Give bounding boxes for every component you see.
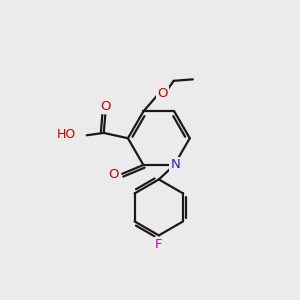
Text: F: F	[155, 238, 163, 251]
Text: O: O	[157, 87, 168, 100]
Text: O: O	[109, 168, 119, 181]
Text: O: O	[100, 100, 111, 113]
Text: HO: HO	[56, 128, 76, 141]
Text: N: N	[170, 158, 180, 172]
